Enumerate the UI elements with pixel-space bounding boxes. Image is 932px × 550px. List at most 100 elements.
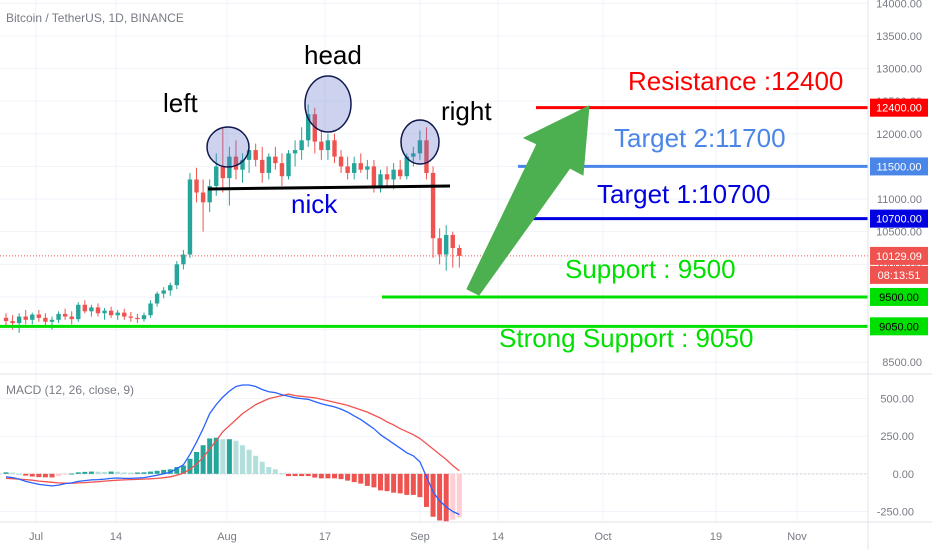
- candle-body: [220, 166, 226, 179]
- candle-body: [108, 310, 114, 316]
- macd-histogram-bar: [397, 473, 403, 494]
- candle-body: [214, 166, 219, 186]
- candle-body: [200, 192, 206, 203]
- price-tag-label-strong_support: 9050.00: [879, 321, 919, 333]
- countdown-tag: [870, 265, 928, 284]
- neckline: [207, 184, 451, 191]
- macd-histogram-bar: [213, 437, 219, 474]
- candle-body: [292, 150, 298, 154]
- candle-body: [371, 166, 377, 186]
- macd-title: MACD (12, 26, close, 9): [6, 383, 134, 397]
- candle-body: [89, 307, 94, 312]
- price-tag-label-support: 9500.00: [879, 292, 919, 304]
- y-tick-label: 11000.00: [877, 194, 922, 206]
- chart-title: Bitcoin / TetherUS, 1D, BINANCE: [6, 11, 184, 25]
- macd-histogram-bar: [3, 472, 9, 474]
- macd-histogram-bar: [364, 473, 370, 486]
- macd-histogram-bar: [174, 467, 180, 474]
- macd-histogram-bar: [141, 472, 147, 474]
- candle-body: [115, 312, 120, 316]
- macd-histogram-bar: [154, 470, 160, 474]
- candle-body: [135, 317, 140, 320]
- candle-body: [36, 314, 42, 318]
- macd-histogram-bar: [345, 473, 351, 481]
- candle-body: [365, 166, 370, 170]
- candle-body: [10, 321, 15, 324]
- label-target1: Target 1:10700: [597, 179, 770, 209]
- macd-histogram-bar: [200, 445, 206, 474]
- macd-histogram-bar: [134, 472, 140, 474]
- candle-body: [273, 156, 278, 164]
- macd-histogram-bar: [437, 473, 443, 521]
- candle-body: [30, 314, 35, 320]
- candle-body: [391, 169, 396, 180]
- macd-histogram-bar: [148, 471, 154, 474]
- macd-histogram-bar: [207, 438, 213, 474]
- annotation-right: right: [441, 96, 492, 126]
- price-tag-resistance: [870, 98, 928, 117]
- candle-body: [233, 156, 239, 170]
- candle-body: [23, 316, 28, 320]
- macd-y-tick-label: 250.00: [880, 431, 914, 443]
- candle-body: [3, 317, 9, 322]
- candle-body: [246, 150, 252, 160]
- macd-histogram-bar: [121, 472, 127, 474]
- macd-histogram-bar: [456, 473, 462, 518]
- candle-body: [398, 169, 403, 177]
- macd-histogram-bar: [391, 473, 397, 493]
- candle-body: [352, 163, 357, 173]
- macd-histogram-bar: [338, 473, 344, 480]
- right-shoulder-marker: [400, 119, 440, 165]
- candle-body: [122, 312, 127, 317]
- levels: [0, 106, 868, 328]
- candle-body: [338, 156, 344, 167]
- macd-histogram-bar: [266, 467, 272, 474]
- candle-body: [404, 156, 409, 177]
- macd-histogram-bar: [443, 473, 449, 522]
- macd-histogram-bar: [49, 473, 55, 478]
- macd-histogram-bar: [450, 473, 456, 520]
- candle-body: [207, 186, 212, 203]
- candle-body: [332, 140, 337, 157]
- x-tick-label: 14: [492, 531, 504, 543]
- candle-body: [306, 114, 311, 141]
- macd-histogram-bar: [384, 473, 390, 492]
- macd-histogram-bar: [279, 473, 285, 475]
- candle-body: [43, 317, 48, 322]
- candle-body: [161, 290, 166, 294]
- label-support: Support : 9500: [565, 254, 736, 284]
- price-tag-strong_support: [870, 317, 928, 336]
- candle-body: [154, 293, 160, 304]
- x-tick-label: 17: [319, 531, 331, 543]
- price-tag-target1: [870, 209, 928, 228]
- macd-histogram-bar: [102, 471, 108, 474]
- label-strong-support: Strong Support : 9050: [499, 323, 753, 353]
- macd-histogram-bar: [358, 473, 364, 484]
- macd-histogram-bar: [253, 455, 259, 474]
- macd-histogram-bar: [220, 439, 226, 474]
- candle-body: [253, 150, 258, 160]
- x-tick-label: 19: [710, 531, 722, 543]
- macd-histogram-bar: [56, 473, 62, 477]
- macd-histogram-bar: [292, 473, 298, 477]
- candle-body: [16, 316, 22, 324]
- price-tag-target2: [870, 157, 928, 176]
- candle-body: [148, 303, 153, 316]
- candle-body: [56, 313, 61, 320]
- macd-histogram-bar: [10, 472, 16, 474]
- macd-histogram-bar: [259, 461, 265, 474]
- macd-histogram-bar: [371, 473, 377, 488]
- macd-histogram-bar: [325, 473, 331, 479]
- candle-body: [187, 179, 193, 255]
- macd-histogram-bar: [410, 473, 416, 495]
- price-tag-label-target1: 10700.00: [876, 214, 922, 226]
- macd-histogram-bar: [108, 471, 114, 474]
- macd-y-tick-label: -250.00: [877, 506, 914, 518]
- macd-histogram-bar: [69, 473, 75, 475]
- left-shoulder-marker: [206, 126, 250, 168]
- macd-histogram-bar: [318, 473, 324, 479]
- macd-histogram-bar: [29, 473, 35, 477]
- candle-body: [128, 316, 134, 318]
- head-marker: [304, 75, 352, 133]
